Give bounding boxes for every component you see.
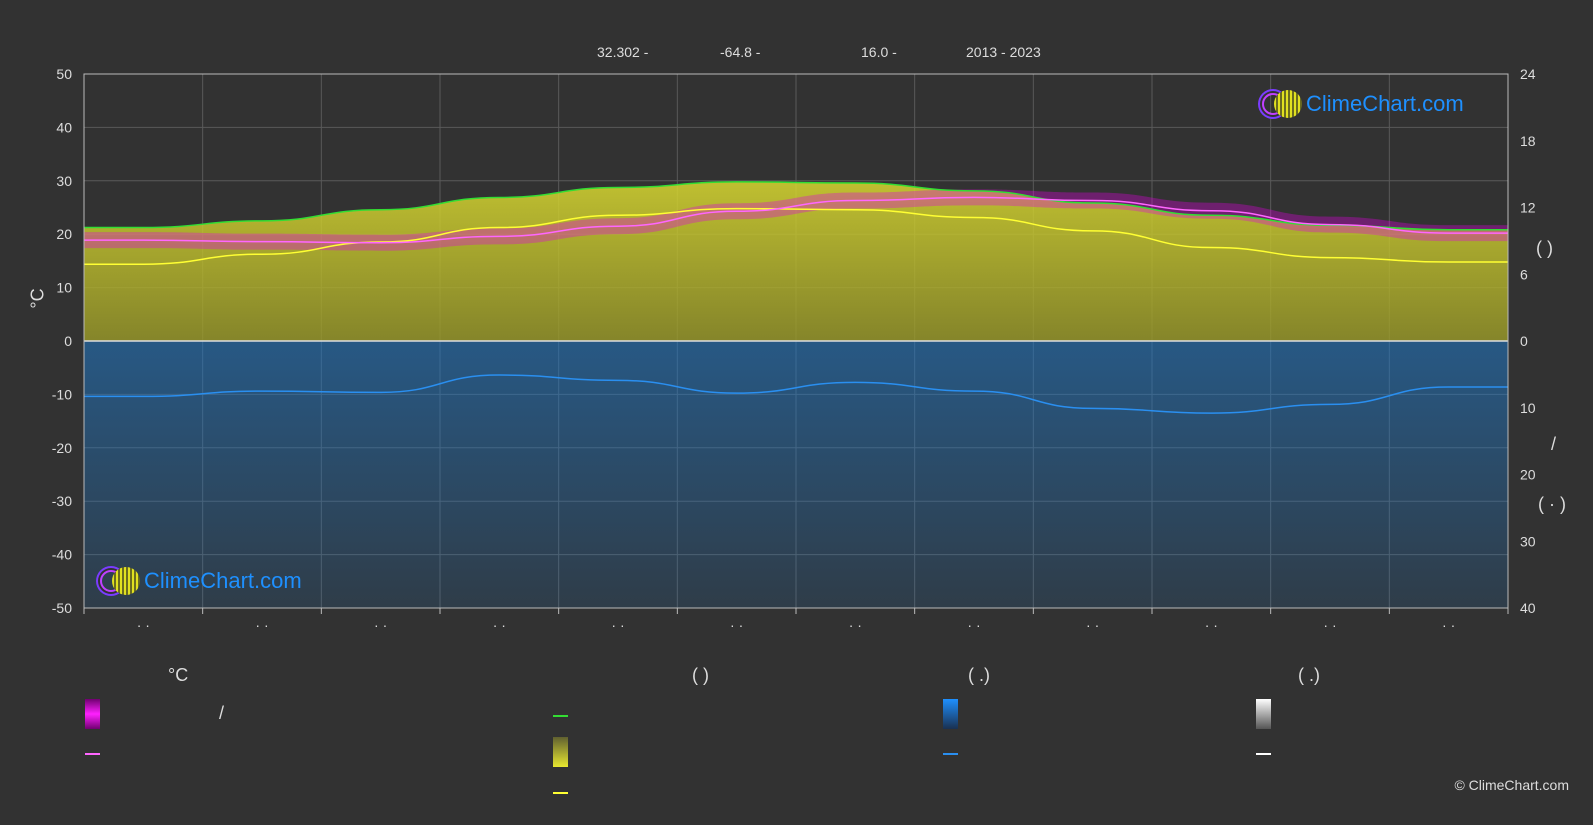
right-axis-bottom-label: ( · ) bbox=[1538, 494, 1566, 514]
right-top-tick-label: 6 bbox=[1520, 266, 1528, 282]
right-top-tick-label: 0 bbox=[1520, 333, 1528, 349]
legend-mean-snow-swatch bbox=[1256, 753, 1271, 755]
legend-temperature-title: °C bbox=[168, 665, 189, 685]
left-tick-label: 50 bbox=[56, 66, 72, 82]
mean-temperature-line bbox=[84, 196, 1508, 244]
left-tick-label: -30 bbox=[52, 493, 72, 509]
right-axis-top-label: ( ) bbox=[1536, 238, 1553, 258]
legend-sunshine-swatch bbox=[553, 737, 568, 767]
left-tick-label: 10 bbox=[56, 280, 72, 296]
latitude-text: 32.302 - bbox=[597, 44, 649, 60]
month-label: · · bbox=[255, 617, 268, 633]
logo-text: ClimeChart.com bbox=[1306, 91, 1464, 116]
legend-temp-range-label: / bbox=[219, 703, 225, 723]
month-label: · · bbox=[1323, 617, 1336, 633]
right-top-tick-label: 18 bbox=[1520, 133, 1536, 149]
legend-sun-title: ( ) bbox=[692, 665, 709, 685]
legend-rain-title: ( .) bbox=[968, 665, 990, 685]
right-bottom-tick-label: 40 bbox=[1520, 600, 1536, 616]
legend-mean-sunshine-swatch bbox=[553, 792, 568, 794]
month-label: · · bbox=[493, 617, 506, 633]
logo-sun-icon bbox=[112, 567, 140, 595]
daylight-line bbox=[84, 181, 1508, 231]
month-label: · · bbox=[849, 617, 862, 633]
year-range-text: 2013 - 2023 bbox=[966, 44, 1041, 60]
left-tick-label: -40 bbox=[52, 547, 72, 563]
legend-snow-title: ( .) bbox=[1298, 665, 1320, 685]
right-top-tick-label: 12 bbox=[1520, 200, 1536, 216]
month-label: · · bbox=[611, 617, 624, 633]
elevation-text: 16.0 - bbox=[861, 44, 897, 60]
month-label: · · bbox=[374, 617, 387, 633]
legend-snow-swatch bbox=[1256, 699, 1271, 729]
copyright-text: © ClimeChart.com bbox=[1454, 777, 1569, 793]
left-tick-label: -50 bbox=[52, 600, 72, 616]
plot-frame bbox=[83, 73, 1509, 609]
month-label: · · bbox=[137, 617, 150, 633]
legend-mean-rain-swatch bbox=[943, 753, 958, 755]
logo-top[interactable]: ClimeChart.com bbox=[1262, 90, 1464, 118]
left-tick-label: 20 bbox=[56, 226, 72, 242]
legend-rain-swatch bbox=[943, 699, 958, 729]
right-bottom-tick-label: 10 bbox=[1520, 400, 1536, 416]
left-axis-label: °C bbox=[27, 288, 48, 309]
month-label: · · bbox=[1086, 617, 1099, 633]
right-axis-mid-label: / bbox=[1551, 434, 1557, 454]
right-top-tick-label: 24 bbox=[1520, 66, 1536, 82]
legend-temp-range-swatch bbox=[85, 699, 100, 729]
legend-mean-temp-swatch bbox=[85, 753, 100, 755]
sunshine-area bbox=[84, 181, 1508, 341]
left-tick-label: 30 bbox=[56, 173, 72, 189]
month-label: · · bbox=[730, 617, 743, 633]
sunshine-line bbox=[84, 207, 1508, 265]
right-bottom-tick-label: 20 bbox=[1520, 467, 1536, 483]
precipitation-line bbox=[83, 374, 1508, 414]
logo-bottom[interactable]: ClimeChart.com bbox=[100, 567, 302, 595]
legend-daylight-swatch bbox=[553, 715, 568, 717]
chart-areas bbox=[84, 181, 1508, 608]
left-tick-label: 40 bbox=[56, 119, 72, 135]
longitude-text: -64.8 - bbox=[720, 44, 761, 60]
right-bottom-tick-label: 30 bbox=[1520, 533, 1536, 549]
left-tick-label: -10 bbox=[52, 386, 72, 402]
chart-series-lines bbox=[83, 181, 1508, 414]
logo-text: ClimeChart.com bbox=[144, 568, 302, 593]
left-tick-label: -20 bbox=[52, 440, 72, 456]
month-label: · · bbox=[1205, 617, 1218, 633]
left-tick-label: 0 bbox=[64, 333, 72, 349]
chart-axes: 50 40 30 20 10 0 -10 -20 -30 -40 -50 24 18 12 6 0 10 20 30… bbox=[52, 66, 1536, 633]
precipitation-area bbox=[84, 341, 1508, 608]
logo-sun-icon bbox=[1274, 90, 1302, 118]
month-label: · · bbox=[1442, 617, 1455, 633]
month-label: · · bbox=[967, 617, 980, 633]
